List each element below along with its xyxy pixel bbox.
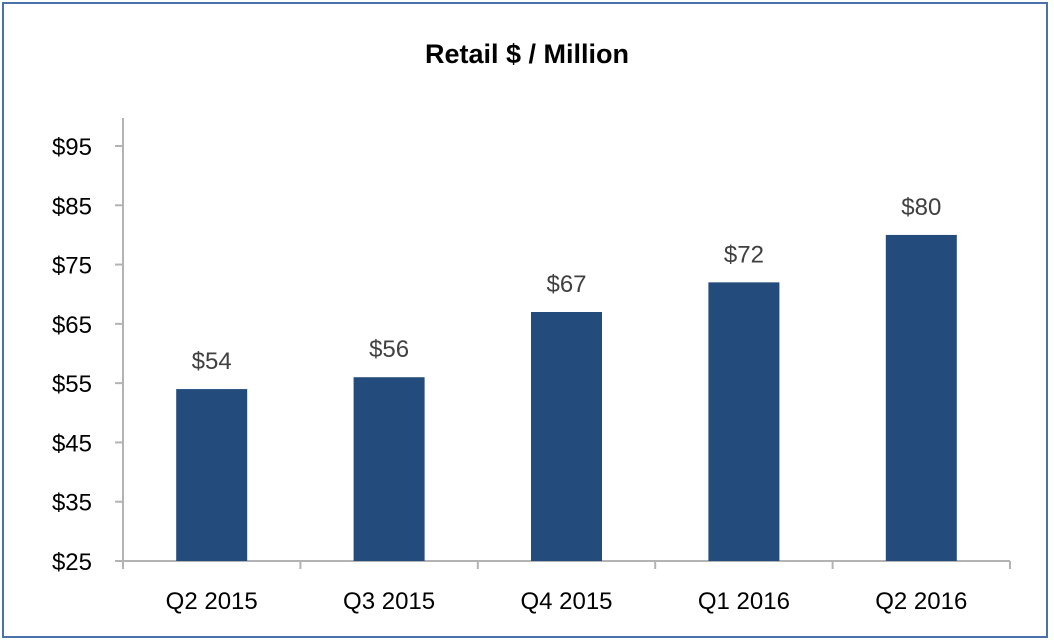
bar bbox=[176, 389, 248, 561]
y-tick-label: $75 bbox=[52, 253, 92, 280]
bar bbox=[531, 312, 602, 561]
bar-value-label: $67 bbox=[546, 271, 586, 298]
y-axis: $25 $35 $45 $55 $65 $75 $85 $95 bbox=[52, 118, 124, 576]
bar-value-label: $54 bbox=[192, 348, 232, 375]
chart-title: Retail $ / Million bbox=[425, 39, 629, 69]
x-tick-label: Q2 2015 bbox=[166, 588, 258, 615]
bars bbox=[176, 234, 957, 561]
y-tick-label: $45 bbox=[52, 430, 92, 457]
y-tick-label: $55 bbox=[52, 371, 92, 398]
x-axis: Q2 2015 Q3 2015 Q4 2015 Q1 2016 Q2 2016 bbox=[122, 560, 1011, 615]
y-tick-label: $95 bbox=[52, 134, 92, 161]
bar bbox=[708, 282, 780, 561]
y-tick-label: $85 bbox=[52, 193, 92, 220]
data-labels: $54 $56 $67 $72 $80 bbox=[192, 194, 942, 375]
y-tick-label: $35 bbox=[52, 490, 92, 517]
y-tick-label: $25 bbox=[52, 549, 92, 576]
x-tick-label: Q1 2016 bbox=[698, 588, 790, 615]
x-tick-label: Q3 2015 bbox=[343, 588, 435, 615]
bar-value-label: $80 bbox=[901, 194, 941, 221]
bar bbox=[353, 377, 425, 561]
x-tick-label: Q2 2016 bbox=[875, 588, 967, 615]
y-tick-label: $65 bbox=[52, 312, 92, 339]
bar bbox=[885, 234, 957, 561]
x-tick-label: Q4 2015 bbox=[520, 588, 612, 615]
bar-value-label: $72 bbox=[724, 241, 764, 268]
bar-value-label: $56 bbox=[369, 336, 409, 363]
